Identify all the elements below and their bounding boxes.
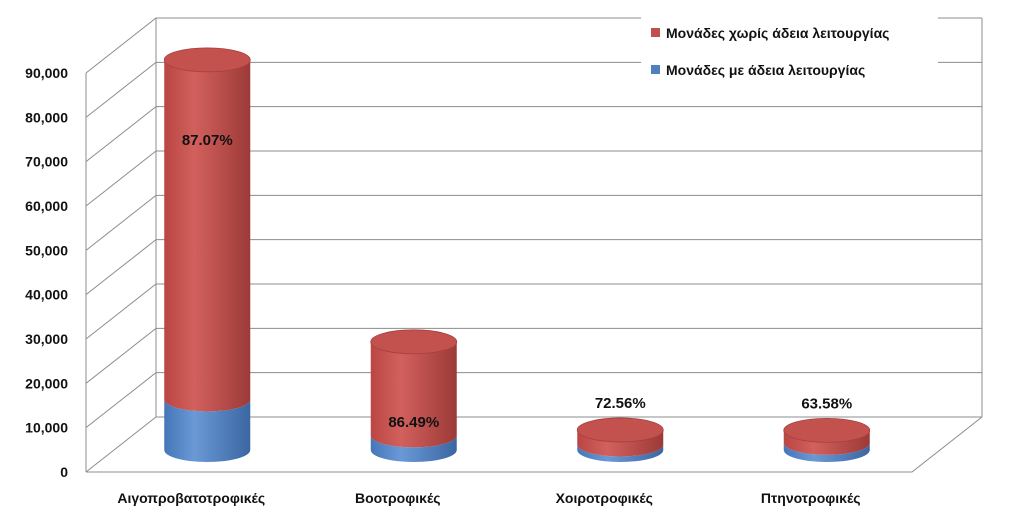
x-tick-label: Βοοτροφικές bbox=[355, 490, 441, 506]
x-tick-label: Αιγοπροβατοτροφικές bbox=[117, 490, 265, 506]
y-tick-label: 50,000 bbox=[25, 242, 68, 258]
floor-edge bbox=[86, 416, 983, 473]
legend-swatch bbox=[651, 65, 660, 74]
bar-segment-with-license bbox=[783, 442, 870, 462]
y-axis: 0 10,000 20,000 30,000 40,000 50,000 60,000 70,… bbox=[25, 65, 68, 480]
grid bbox=[85, 17, 983, 473]
legend-label: Μονάδες με άδεια λειτουργίας bbox=[666, 62, 865, 78]
bar-segment-without-license bbox=[370, 341, 457, 448]
bar-segment-with-license bbox=[370, 435, 457, 462]
bar-top-cap bbox=[783, 418, 871, 443]
y-tick-label: 20,000 bbox=[25, 375, 68, 391]
y-tick-label: 70,000 bbox=[25, 154, 68, 170]
y-tick-label: 40,000 bbox=[25, 287, 68, 303]
legend: Μονάδες χωρίς άδεια λειτουργίας Μονάδες μ… bbox=[641, 14, 938, 99]
bars: 87.07% 86.49% 72.56% 63.58% bbox=[163, 47, 871, 462]
bar-segment-with-license bbox=[164, 399, 251, 462]
y-tick-label: 90,000 bbox=[25, 65, 68, 81]
bar-segment-with-license bbox=[577, 444, 664, 462]
data-label: 87.07% bbox=[182, 132, 233, 149]
y-tick-label: 10,000 bbox=[25, 420, 68, 436]
bar-top-cap bbox=[163, 47, 251, 73]
bar-segment-without-license bbox=[164, 59, 251, 412]
y-tick-label: 0 bbox=[60, 464, 68, 480]
x-tick-label: Πτηνοτροφικές bbox=[761, 490, 861, 506]
y-tick-label: 60,000 bbox=[25, 198, 68, 214]
x-axis: Αιγοπροβατοτροφικές Βοοτροφικές Χοιροτροφι… bbox=[117, 490, 860, 506]
y-tick-label: 80,000 bbox=[25, 109, 68, 125]
legend-box bbox=[641, 14, 938, 99]
bar-top-cap bbox=[370, 329, 458, 355]
legend-swatch bbox=[651, 28, 660, 37]
y-tick-label: 30,000 bbox=[25, 331, 68, 347]
legend-label: Μονάδες χωρίς άδεια λειτουργίας bbox=[666, 25, 889, 41]
data-label: 72.56% bbox=[595, 395, 646, 412]
x-tick-label: Χοιροτροφικές bbox=[556, 490, 653, 506]
bar-segment-without-license bbox=[577, 429, 664, 457]
data-label: 63.58% bbox=[801, 395, 852, 412]
data-label: 86.49% bbox=[388, 414, 439, 431]
bar-top-cap bbox=[576, 417, 664, 443]
